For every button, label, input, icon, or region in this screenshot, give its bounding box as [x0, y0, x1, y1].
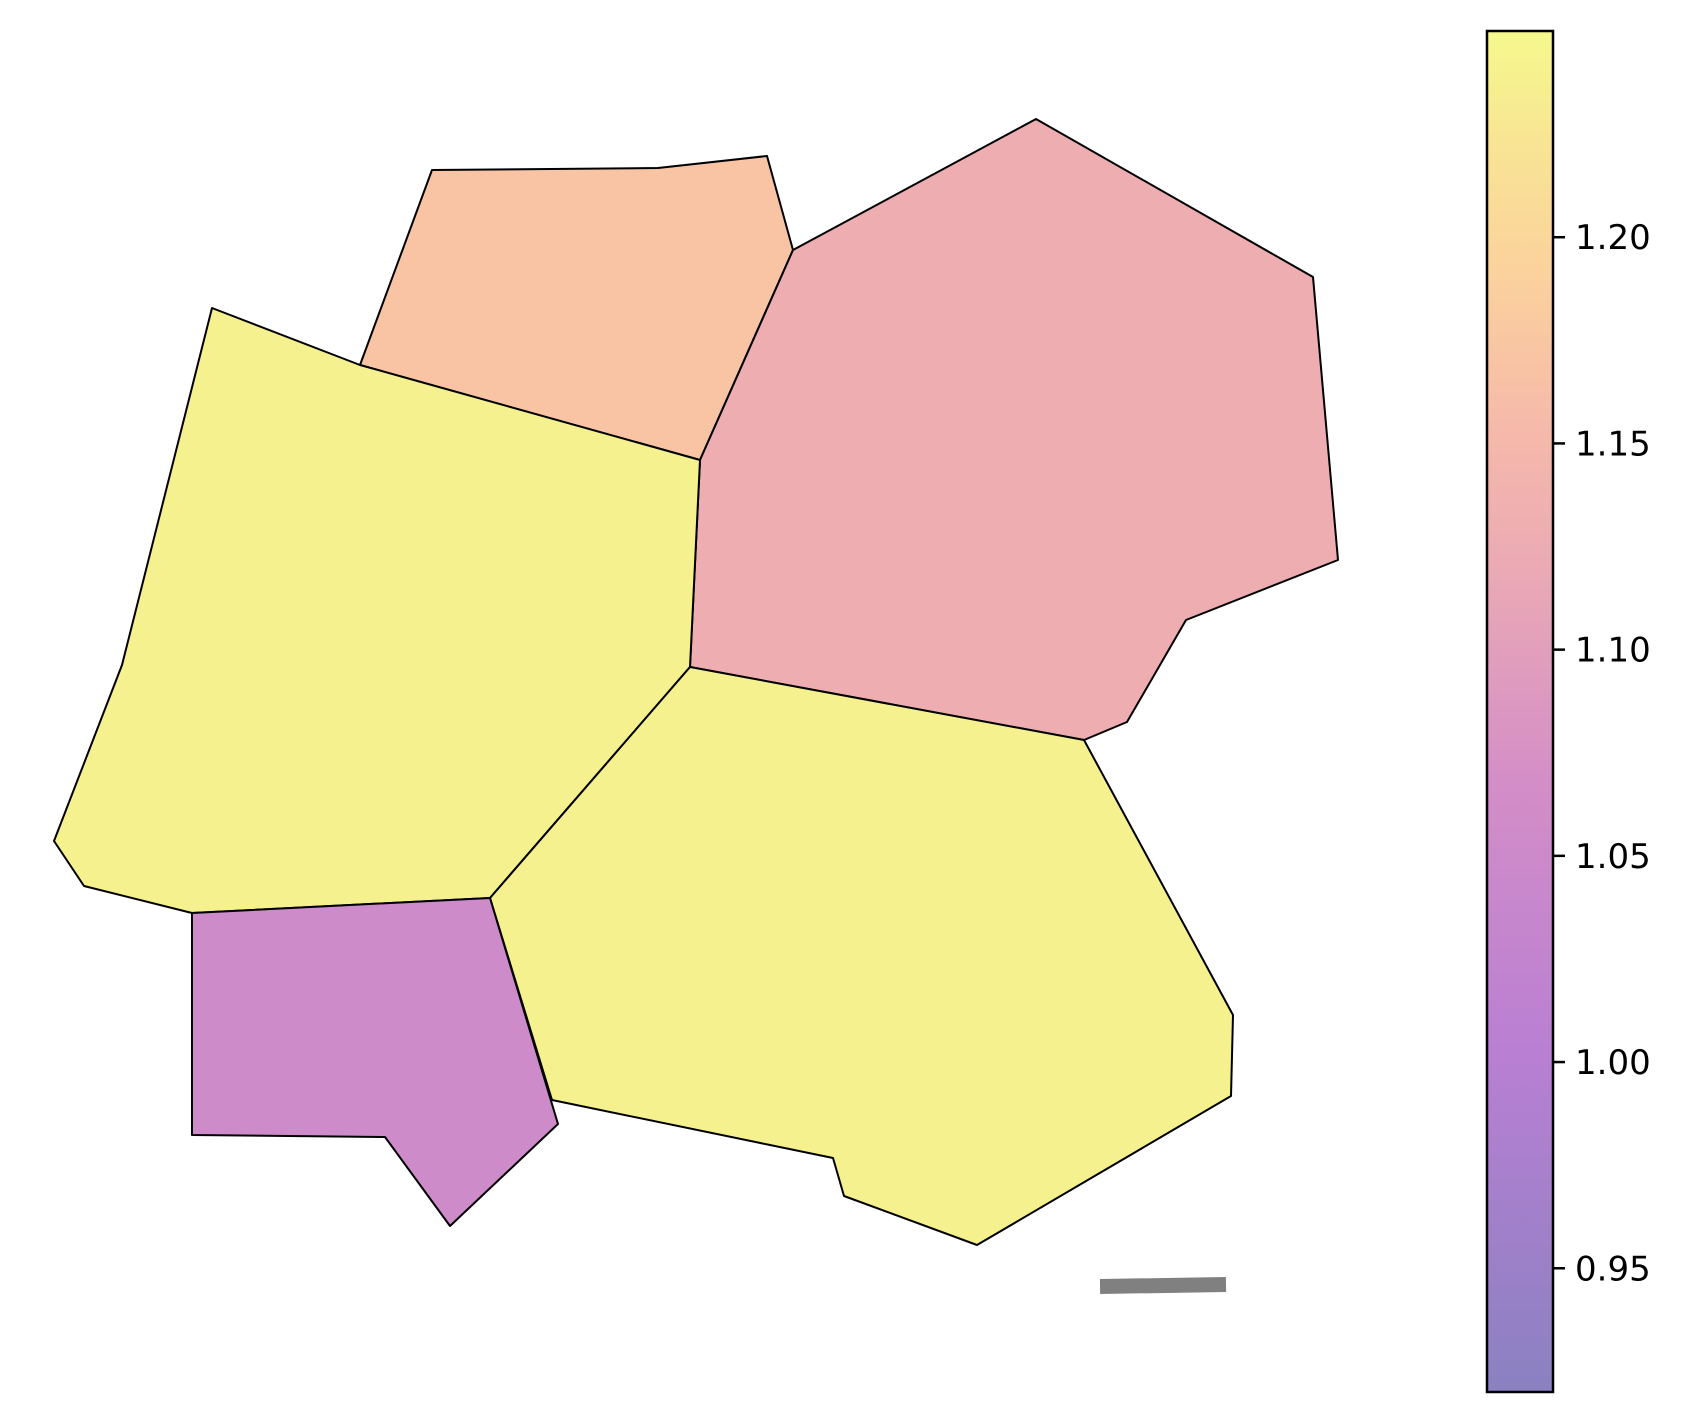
colorbar-tick-label: 1.05	[1575, 837, 1651, 877]
region-southwest	[191, 897, 559, 1227]
region-northeast	[689, 118, 1339, 741]
region-southeast	[489, 666, 1234, 1246]
map-regions	[53, 118, 1339, 1246]
scale-bar	[1099, 1277, 1227, 1294]
colorbar-ticks: 0.95 1.00 1.05 1.10 1.15 1.20	[1553, 218, 1651, 1289]
colorbar-tick-label: 0.95	[1575, 1249, 1651, 1289]
colorbar: 0.95 1.00 1.05 1.10 1.15 1.20	[1485, 29, 1651, 1394]
colorbar-tick-label: 1.00	[1575, 1043, 1651, 1083]
colorbar-tick-label: 1.10	[1575, 631, 1651, 671]
colorbar-gradient	[1485, 29, 1555, 1394]
colorbar-tick-label: 1.20	[1575, 218, 1651, 258]
colorbar-tick-label: 1.15	[1575, 424, 1651, 464]
